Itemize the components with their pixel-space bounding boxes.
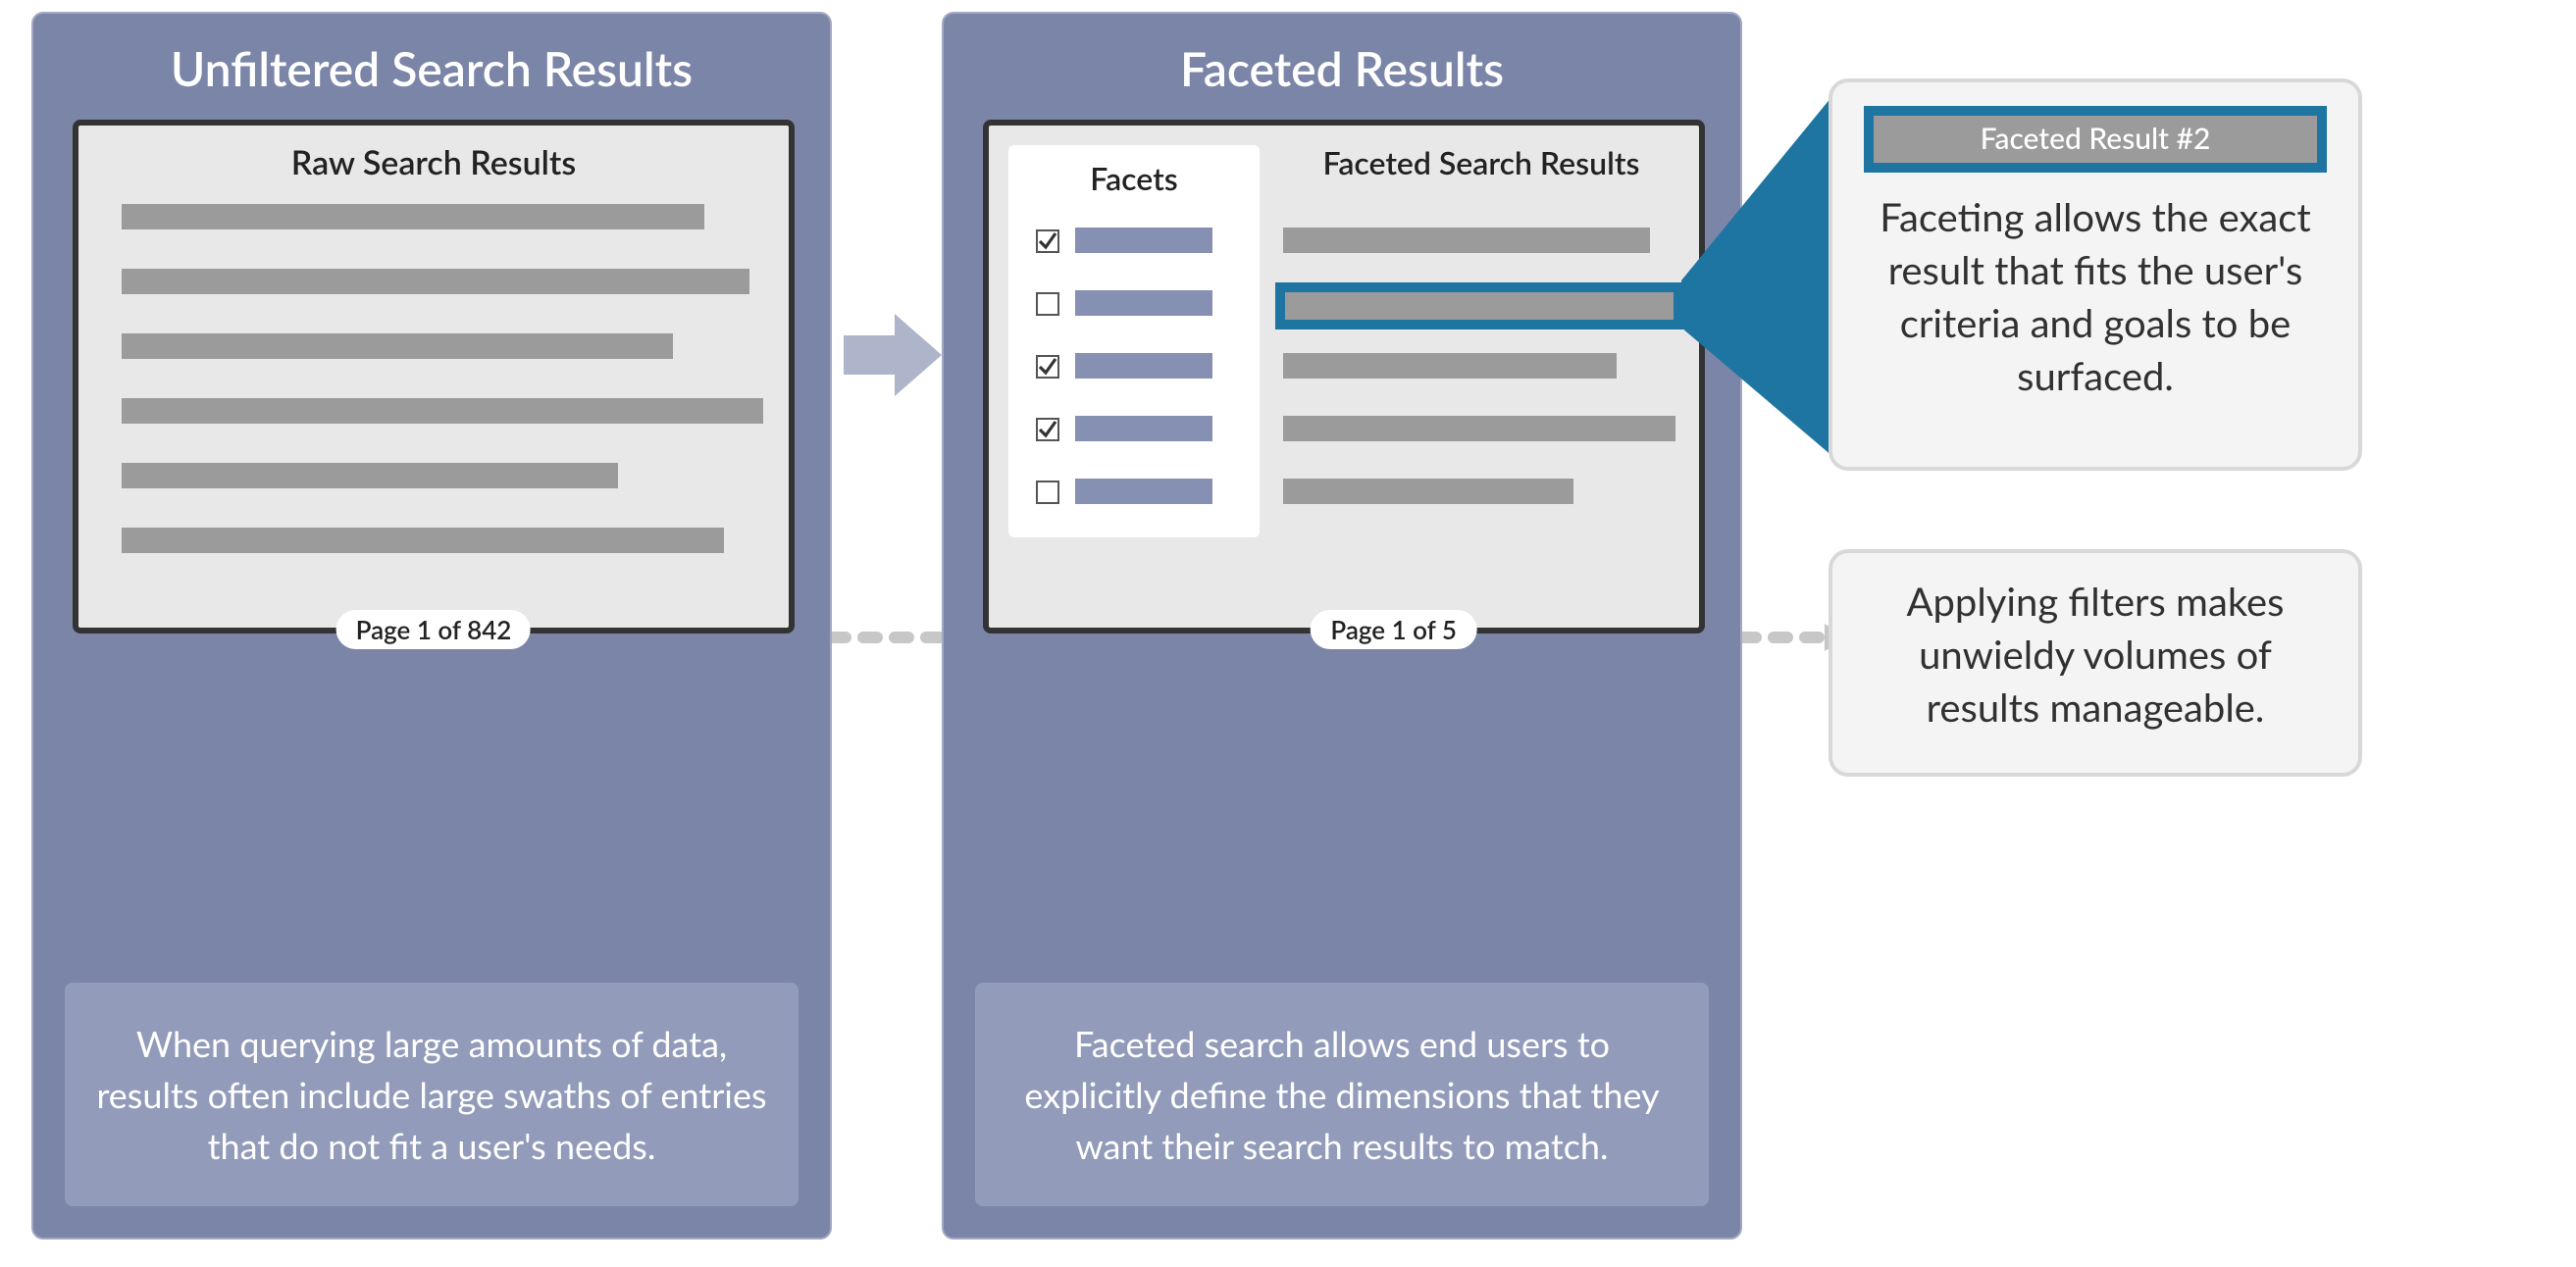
raw-page-badge: Page 1 of 842: [336, 610, 532, 649]
faceted-results-window: FacetsFaceted Search ResultsPage 1 of 5: [983, 120, 1705, 634]
faceted-result-bar: [1283, 228, 1650, 253]
faceted-result-bar: [1283, 479, 1573, 504]
callout-chip: Faceted Result #2: [1864, 106, 2327, 173]
highlighted-result: [1275, 282, 1683, 329]
facet-checkbox[interactable]: [1036, 418, 1059, 441]
callout-filters-text: Applying filters makes unwieldy volumes …: [1864, 577, 2327, 735]
facet-label-bar: [1075, 353, 1212, 379]
facets-title: Facets: [1008, 145, 1260, 198]
faceted-results-title: Faceted Search Results: [1283, 145, 1679, 182]
panel-faceted: Faceted Results Facets Faceted Search Resu…: [942, 12, 1742, 1240]
arrow-right-icon: [844, 310, 942, 400]
raw-result-bar: [122, 269, 749, 294]
panel-unfiltered: Unfiltered Search ResultsRaw Search Resu…: [31, 12, 832, 1240]
panel-faceted-desc: Faceted search allows end users to expli…: [975, 982, 1709, 1206]
facet-checkbox[interactable]: [1036, 292, 1059, 316]
callout-filters: Applying filters makes unwieldy volumes …: [1829, 549, 2362, 777]
callout-exact-result-text: Faceting allows the exact result that fi…: [1864, 192, 2327, 404]
raw-result-bar: [122, 528, 724, 553]
panel-unfiltered-title: Unfiltered Search Results: [33, 14, 830, 118]
raw-result-bar: [122, 398, 763, 424]
raw-result-bar: [122, 204, 704, 229]
facet-label-bar: [1075, 416, 1212, 441]
facet-label-bar: [1075, 228, 1212, 253]
facet-label-bar: [1075, 290, 1212, 316]
raw-results-title: Raw Search Results: [78, 126, 789, 182]
raw-results-window: Raw Search ResultsPage 1 of 842: [73, 120, 795, 634]
facet-label-bar: [1075, 479, 1212, 504]
panel-faceted-title: Faceted Results: [944, 14, 1740, 118]
callout-exact-result: Faceted Result #2 Faceting allows the exa…: [1829, 78, 2362, 471]
facet-checkbox[interactable]: [1036, 481, 1059, 504]
panel-unfiltered-desc: When querying large amounts of data, res…: [65, 982, 799, 1206]
faceted-result-bar: [1283, 353, 1617, 379]
faceted-result-bar: [1283, 416, 1675, 441]
facet-checkbox[interactable]: [1036, 355, 1059, 379]
facet-checkbox[interactable]: [1036, 229, 1059, 253]
raw-result-bar: [122, 463, 618, 488]
faceted-page-badge: Page 1 of 5: [1311, 610, 1476, 649]
facet-sidebar: Facets: [1008, 145, 1260, 537]
raw-result-bar: [122, 333, 673, 359]
